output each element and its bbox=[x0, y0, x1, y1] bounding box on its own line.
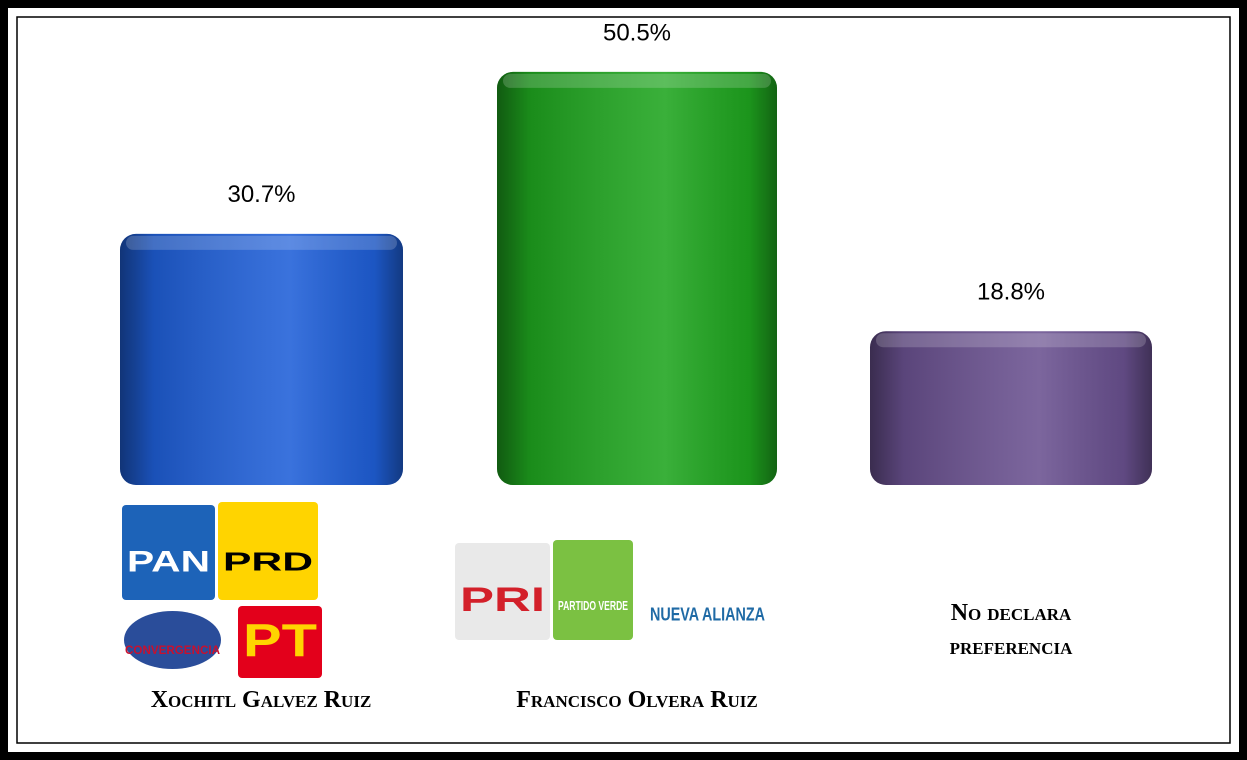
party-logo: PT bbox=[238, 606, 322, 678]
logo-text: PARTIDO VERDE bbox=[558, 598, 628, 613]
category-label: No declara preferencia bbox=[949, 600, 1073, 660]
bar-shade bbox=[120, 233, 403, 485]
logo-text: NUEVA ALIANZA bbox=[650, 605, 765, 625]
value-label: 50.5% bbox=[603, 19, 671, 46]
bar-shade bbox=[497, 71, 777, 485]
logo-text: PRI bbox=[460, 581, 545, 619]
logo-bg bbox=[218, 502, 318, 600]
logo-emblem bbox=[124, 611, 221, 669]
value-label: 30.7% bbox=[227, 181, 295, 208]
bar-top bbox=[503, 73, 771, 88]
bar-top bbox=[126, 235, 397, 250]
category-label: Francisco Olvera Ruiz bbox=[516, 687, 758, 713]
logo-text: CONVERGENCIA bbox=[125, 643, 220, 657]
inner-frame bbox=[16, 16, 1231, 744]
logo-text: PAN bbox=[127, 546, 210, 579]
logo-bg bbox=[553, 540, 633, 640]
bar-top bbox=[876, 333, 1146, 348]
logo-bg bbox=[122, 505, 215, 600]
party-logo: PRI bbox=[455, 543, 550, 640]
party-logo: CONVERGENCIA bbox=[120, 605, 225, 675]
logo-bg bbox=[645, 575, 770, 640]
party-logo: NUEVA ALIANZA bbox=[645, 575, 770, 640]
logo-bg bbox=[238, 606, 322, 678]
party-logo: PAN bbox=[122, 505, 215, 600]
logo-text: PT bbox=[243, 614, 317, 666]
value-label: 18.8% bbox=[977, 279, 1045, 306]
logo-text: PRD bbox=[223, 547, 313, 577]
category-label: Xochitl Galvez Ruiz bbox=[150, 687, 372, 713]
party-logo: PARTIDO VERDE bbox=[553, 540, 633, 640]
logo-bg bbox=[455, 543, 550, 640]
bar-shade bbox=[870, 331, 1152, 485]
party-logo: PRD bbox=[218, 502, 318, 600]
